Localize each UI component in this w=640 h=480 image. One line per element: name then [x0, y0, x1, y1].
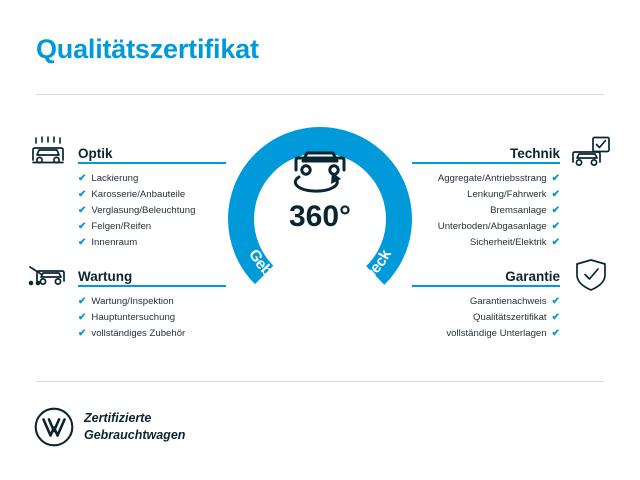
section-wartung-underline [78, 285, 226, 287]
list-item: ✔ Innenraum [78, 235, 226, 251]
list-item-label: Garantienachweis [469, 296, 547, 307]
title-divider [36, 94, 604, 95]
section-optik: Optik ✔ Lackierung ✔ Karosserie/Anbauteile… [78, 142, 226, 251]
section-technik-title: Technik [509, 146, 560, 161]
list-item-label: Lenkung/Fahrwerk [467, 189, 547, 200]
badge-ring [228, 127, 412, 311]
badge-center-label: 360° [288, 200, 352, 233]
list-item: ✔ Lackierung [78, 171, 226, 187]
check-icon: ✔ [551, 205, 560, 216]
check-icon: ✔ [78, 189, 87, 200]
list-item: vollständige Unterlagen ✔ [412, 326, 560, 342]
list-item: ✔ vollständiges Zubehör [78, 326, 226, 342]
list-item: ✔ Wartung/Inspektion [78, 294, 226, 310]
list-item-label: Karosserie/Anbauteile [91, 189, 186, 200]
check-icon: ✔ [78, 328, 87, 339]
check-icon: ✔ [78, 237, 87, 248]
list-item: Qualitätszertifikat ✔ [412, 310, 560, 326]
list-item-label: Unterboden/Abgasanlage [437, 221, 547, 232]
list-item-label: Bremsanlage [490, 205, 547, 216]
section-wartung: Wartung ✔ Wartung/Inspektion ✔ Hauptunters… [78, 265, 226, 342]
list-item-label: vollständiges Zubehör [91, 328, 186, 339]
badge-360: Gebrauchtwagen-Check 360° [213, 112, 427, 326]
list-item: Sicherheit/Elektrik ✔ [412, 235, 560, 251]
check-icon: ✔ [78, 221, 87, 232]
list-item: Garantienachweis ✔ [412, 294, 560, 310]
section-technik: Technik Aggregate/Antriebsstrang ✔ Lenkun… [412, 142, 560, 251]
car-icon [293, 151, 346, 193]
section-wartung-header: Wartung [78, 265, 226, 287]
list-item-label: Hauptuntersuchung [91, 312, 176, 323]
check-icon: ✔ [551, 189, 560, 200]
list-item-label: Qualitätszertifikat [473, 312, 547, 323]
section-wartung-items: ✔ Wartung/Inspektion ✔ Hauptuntersuchung ✔… [78, 294, 226, 342]
list-item-label: Innenraum [91, 237, 138, 248]
list-item: ✔ Karosserie/Anbauteile [78, 187, 226, 203]
list-item-label: Aggregate/Antriebsstrang [437, 173, 547, 184]
section-optik-title: Optik [78, 146, 113, 161]
section-optik-header: Optik [78, 142, 226, 164]
section-garantie: Garantie Garantienachweis ✔ Qualitätszert… [412, 265, 560, 342]
section-garantie-underline [412, 285, 560, 287]
check-icon: ✔ [78, 205, 87, 216]
list-item-label: Sicherheit/Elektrik [469, 237, 547, 248]
section-technik-header: Technik [412, 142, 560, 164]
list-item-label: Wartung/Inspektion [91, 296, 174, 307]
vw-logo [34, 407, 74, 447]
check-icon: ✔ [551, 237, 560, 248]
badge-arc-label: Gebrauchtwagen-Check [245, 246, 395, 302]
footer-line-1: Zertifizierte [84, 411, 152, 425]
section-wartung-title: Wartung [78, 269, 133, 284]
check-icon: ✔ [78, 173, 87, 184]
section-technik-items: Aggregate/Antriebsstrang ✔ Lenkung/Fahrwe… [412, 171, 560, 251]
section-garantie-items: Garantienachweis ✔ Qualitätszertifikat ✔ v… [412, 294, 560, 342]
list-item: Unterboden/Abgasanlage ✔ [412, 219, 560, 235]
footer-text: Zertifizierte Gebrauchtwagen [84, 410, 185, 444]
list-item-label: vollständige Unterlagen [446, 328, 547, 339]
list-item-label: Verglasung/Beleuchtung [91, 205, 196, 216]
list-item-label: Felgen/Reifen [91, 221, 152, 232]
list-item: ✔ Hauptuntersuchung [78, 310, 226, 326]
list-item-label: Lackierung [91, 173, 139, 184]
section-garantie-header: Garantie [412, 265, 560, 287]
page-title: Qualitätszertifikat [36, 34, 259, 64]
check-icon: ✔ [551, 173, 560, 184]
check-icon: ✔ [551, 312, 560, 323]
section-optik-items: ✔ Lackierung ✔ Karosserie/Anbauteile ✔ Verg… [78, 171, 226, 251]
check-icon: ✔ [551, 296, 560, 307]
list-item: Aggregate/Antriebsstrang ✔ [412, 171, 560, 187]
section-garantie-title: Garantie [505, 269, 560, 284]
check-icon: ✔ [78, 312, 87, 323]
car-check-icon [570, 136, 610, 170]
car-service-icon [26, 258, 66, 292]
list-item: Lenkung/Fahrwerk ✔ [412, 187, 560, 203]
check-icon: ✔ [551, 328, 560, 339]
list-item: ✔ Verglasung/Beleuchtung [78, 203, 226, 219]
check-icon: ✔ [551, 221, 560, 232]
section-technik-underline [412, 162, 560, 164]
section-optik-underline [78, 162, 226, 164]
check-icon: ✔ [78, 296, 87, 307]
shield-check-icon [572, 258, 612, 292]
list-item: Bremsanlage ✔ [412, 203, 560, 219]
footer-line-2: Gebrauchtwagen [84, 428, 186, 442]
footer-divider [36, 381, 604, 382]
list-item: ✔ Felgen/Reifen [78, 219, 226, 235]
car-wash-icon [28, 136, 68, 170]
